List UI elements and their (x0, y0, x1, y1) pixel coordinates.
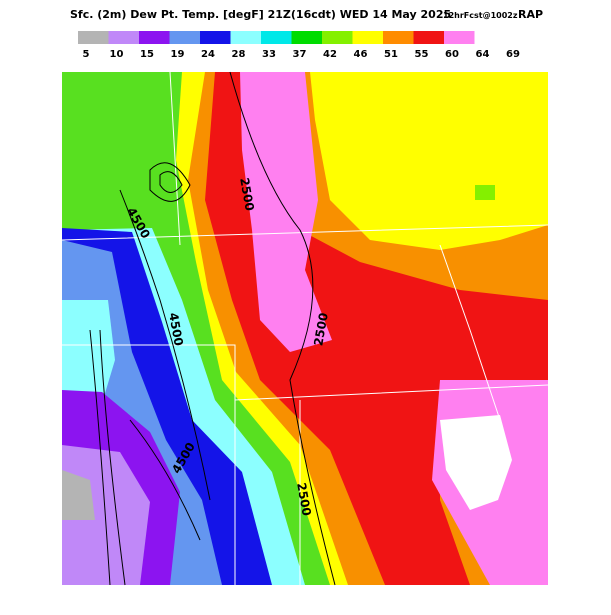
title: Sfc. (2m) Dew Pt. Temp. [degF] 21Z(16cdt… (70, 8, 451, 21)
model-label: RAP (518, 8, 543, 21)
contour-label: 4500 (166, 312, 186, 347)
region-pink-north (240, 72, 332, 352)
legend-label: 15 (140, 49, 154, 60)
legend-label: 5 (83, 49, 90, 60)
legend-swatch (444, 31, 475, 44)
contour-lines (89, 71, 336, 586)
legend-swatch (230, 31, 261, 44)
region-green-spot (475, 185, 495, 200)
legend-label: 51 (384, 49, 398, 60)
legend-label: 24 (201, 49, 215, 60)
legend-swatch (261, 31, 292, 44)
legend-swatch (169, 31, 200, 44)
legend-swatch (291, 31, 322, 44)
legend-label: 69 (506, 49, 520, 60)
contour-label: 2500 (311, 312, 331, 347)
legend-label: 42 (323, 49, 337, 60)
region-cyan-west (62, 300, 115, 410)
forecast-label: 12hrFcst@1002z (443, 11, 518, 20)
legend-label: 55 (415, 49, 429, 60)
region-white (440, 415, 512, 510)
contour-label: 2500 (294, 482, 314, 517)
region-gray (62, 470, 95, 520)
legend-swatch (200, 31, 231, 44)
legend-label: 28 (232, 49, 246, 60)
legend-label: 60 (445, 49, 459, 60)
legend-label: 33 (262, 49, 276, 60)
state-lines (61, 71, 549, 585)
legend-label: 46 (354, 49, 368, 60)
legend-swatch (322, 31, 353, 44)
color-legend: 5 10 15 19 24 28 33 37 42 46 51 55 60 64 69 (78, 31, 520, 60)
legend-swatch (139, 31, 170, 44)
legend-swatch (413, 31, 444, 44)
legend-label: 10 (110, 49, 124, 60)
legend-label: 64 (476, 49, 490, 60)
legend-swatch (108, 31, 139, 44)
map: 4500 4500 4500 2500 2500 2500 (61, 71, 549, 586)
contour-label: 2500 (237, 177, 257, 212)
legend-label: 19 (171, 49, 185, 60)
legend-swatch (383, 31, 414, 44)
legend-swatch (352, 31, 383, 44)
region-yellow-east (310, 72, 548, 250)
legend-swatch (474, 31, 505, 44)
legend-label: 37 (293, 49, 307, 60)
legend-swatch (78, 31, 109, 44)
